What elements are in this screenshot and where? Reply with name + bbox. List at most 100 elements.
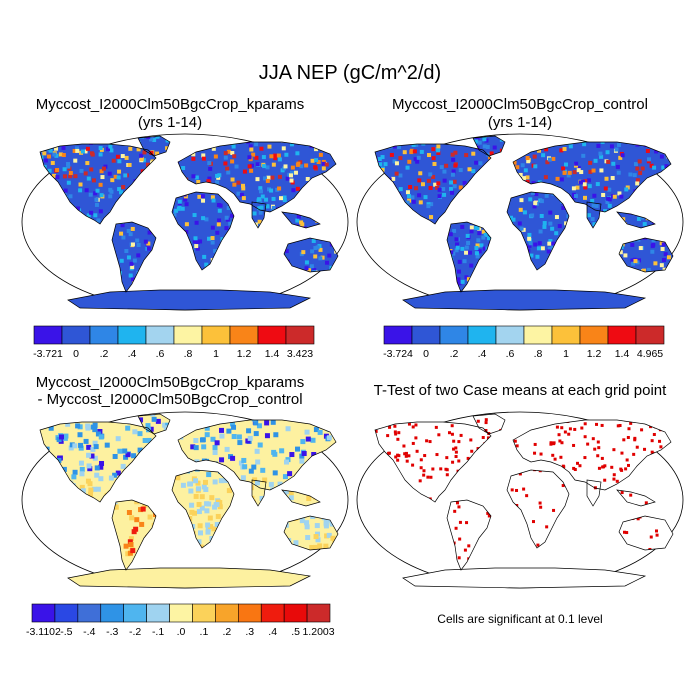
colorbar-tick-label: .4 xyxy=(128,348,137,360)
colorbar-tick-label: .5 xyxy=(291,626,300,638)
colorbar-tick-label: .1 xyxy=(200,626,209,638)
colorbar-tick-label: .2 xyxy=(222,626,231,638)
map-panel-2 xyxy=(356,133,684,311)
colorbar-swatch xyxy=(306,603,331,623)
colorbar-swatch xyxy=(117,325,147,345)
coastline-europeasia xyxy=(512,141,672,213)
colorbar-swatch xyxy=(173,325,203,345)
colorbar-swatch xyxy=(169,603,193,623)
coastline-namerica xyxy=(374,143,492,225)
coastline-australia xyxy=(283,515,339,551)
colorbar-swatch xyxy=(260,603,285,623)
colorbar-tick-label: 1.2 xyxy=(237,348,252,360)
coastline-antarctica xyxy=(67,567,312,589)
colorbar-tick-label: 0 xyxy=(73,348,79,360)
colorbar-swatch xyxy=(146,603,170,623)
colorbar-tick-label: 1.2003 xyxy=(302,626,334,638)
colorbar-swatch xyxy=(467,325,497,345)
colorbar-swatch xyxy=(201,325,231,345)
colorbar-swatch xyxy=(635,325,665,345)
coastline-europeasia xyxy=(177,419,337,491)
colorbar-tick-label: 1 xyxy=(213,348,219,360)
coastline-greenland xyxy=(137,135,171,157)
coastline-africa xyxy=(506,191,570,271)
coastline-samerica xyxy=(111,499,157,571)
panel1-title: Myccost_I2000Clm50BgcCrop_kparams xyxy=(35,96,305,113)
colorbar-tick-label: 1.4 xyxy=(615,348,630,360)
colorbar-swatch xyxy=(145,325,175,345)
coastline-australia xyxy=(618,515,674,551)
colorbar-swatch xyxy=(579,325,609,345)
colorbar-tick-label: 1.4 xyxy=(265,348,280,360)
coastline-africa xyxy=(171,469,235,549)
colorbar-swatch xyxy=(523,325,553,345)
coastline-india xyxy=(586,479,602,507)
colorbar-panel-2: -3.724 0 .2 .4 .6 .8 1 1.2 1.4 4.965 xyxy=(383,325,665,360)
colorbar-tick-label: -.5 xyxy=(60,626,72,638)
colorbar-swatch xyxy=(411,325,441,345)
panel3-subtitle: - Myccost_I2000Clm50BgcCrop_control xyxy=(37,391,303,408)
colorbar-tick-label: 1 xyxy=(563,348,569,360)
coastline-antarctica xyxy=(67,289,312,311)
coastline-australia xyxy=(618,237,674,273)
coastline-antarctica xyxy=(402,567,647,589)
colorbar-swatch xyxy=(192,603,216,623)
coastline-australia xyxy=(283,237,339,273)
panel3-title: Myccost_I2000Clm50BgcCrop_kparams xyxy=(35,374,305,391)
panel2-subtitle: (yrs 1-14) xyxy=(487,114,553,131)
coastline-antarctica xyxy=(402,289,647,311)
colorbar-swatch xyxy=(285,325,315,345)
coastline-seasia xyxy=(281,211,321,229)
colorbar-swatch xyxy=(383,325,413,345)
coastline-samerica xyxy=(111,221,157,293)
colorbar-tick-label: -.1 xyxy=(152,626,164,638)
coastline-greenland xyxy=(472,413,506,435)
colorbar-panel-3: -3.1102 -.5 -.4 -.3 -.2 -.1 .0 .1 .2 .3 .4 .5 1.2003 xyxy=(26,603,335,638)
colorbar-swatch xyxy=(257,325,287,345)
coastline-namerica xyxy=(374,421,492,503)
colorbar-tick-label: -3.721 xyxy=(33,348,63,360)
colorbar-swatch xyxy=(77,603,102,623)
colorbar-swatch xyxy=(238,603,262,623)
panel2-title: Myccost_I2000Clm50BgcCrop_control xyxy=(392,96,648,113)
colorbar-tick-label: .6 xyxy=(156,348,165,360)
colorbar-swatch xyxy=(439,325,469,345)
coastline-europeasia xyxy=(177,141,337,213)
coastline-seasia xyxy=(281,489,321,507)
panel1-subtitle: (yrs 1-14) xyxy=(137,114,203,131)
colorbar-swatch xyxy=(215,603,239,623)
colorbar-tick-label: -3.1102 xyxy=(26,626,61,638)
colorbar-tick-label: .8 xyxy=(184,348,193,360)
colorbar-tick-label: .4 xyxy=(268,626,277,638)
panel4-title: T-Test of two Case means at each grid po… xyxy=(373,382,667,399)
coastline-samerica xyxy=(446,499,492,571)
coastline-india xyxy=(586,201,602,229)
colorbar-swatch xyxy=(31,603,56,623)
colorbar-swatch xyxy=(283,603,308,623)
colorbar-tick-label: .8 xyxy=(534,348,543,360)
coastline-namerica xyxy=(39,421,157,503)
coastline-europeasia xyxy=(512,419,672,491)
colorbar-tick-label: -.2 xyxy=(129,626,141,638)
colorbar-tick-label: .2 xyxy=(100,348,109,360)
colorbar-swatch xyxy=(54,603,79,623)
colorbar-swatch xyxy=(229,325,259,345)
colorbar-tick-label: 3.423 xyxy=(287,348,313,360)
colorbar-swatch xyxy=(100,603,124,623)
coastline-samerica xyxy=(446,221,492,293)
colorbar-tick-label: 4.965 xyxy=(637,348,663,360)
coastline-greenland xyxy=(472,135,506,157)
map-panel-4 xyxy=(356,411,684,589)
colorbar-swatch xyxy=(123,603,147,623)
coastline-india xyxy=(251,201,267,229)
colorbar-swatch xyxy=(89,325,119,345)
coastline-india xyxy=(251,479,267,507)
colorbar-tick-label: -3.724 xyxy=(383,348,413,360)
map-panel-1 xyxy=(21,133,349,311)
colorbar-panel-1: -3.721 0 .2 .4 .6 .8 1 1.2 1.4 3.423 xyxy=(33,325,315,360)
colorbar-tick-label: -.3 xyxy=(106,626,118,638)
colorbar-tick-label: -.4 xyxy=(83,626,95,638)
colorbar-tick-label: 1.2 xyxy=(587,348,602,360)
colorbar-swatch xyxy=(607,325,637,345)
colorbar-swatch xyxy=(495,325,525,345)
